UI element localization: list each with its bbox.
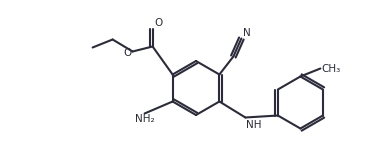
Text: CH₃: CH₃ <box>321 64 341 74</box>
Text: O: O <box>155 17 163 27</box>
Text: NH: NH <box>247 120 262 130</box>
Text: O: O <box>123 47 132 57</box>
Text: NH₂: NH₂ <box>135 115 154 125</box>
Text: N: N <box>243 27 251 37</box>
